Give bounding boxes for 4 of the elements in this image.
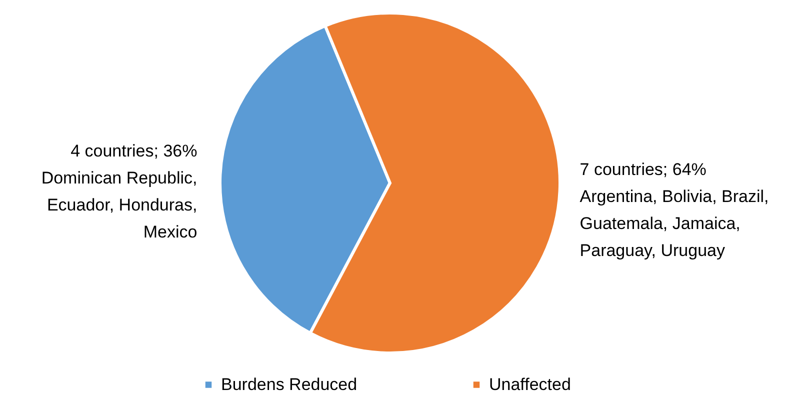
legend-label: Unaffected xyxy=(489,374,571,394)
data-label: 7 countries; 64% Argentina, Bolivia, Brazil, Guatemala, Jamaica, Paraguay, Uruguay xyxy=(580,160,769,260)
data-label: 4 countries; 36% Dominican Republic, Ecuador, Honduras, Mexico xyxy=(41,142,198,242)
legend-label: Burdens Reduced xyxy=(221,374,358,394)
